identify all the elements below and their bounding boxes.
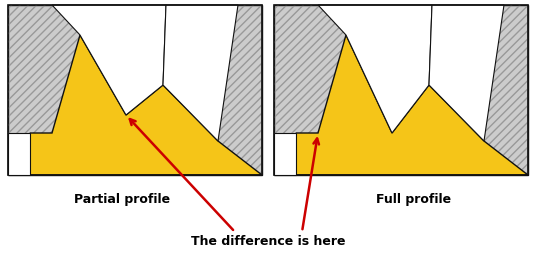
Polygon shape bbox=[296, 35, 528, 175]
Bar bbox=[8, 5, 262, 175]
Bar bbox=[274, 5, 528, 175]
Text: Full profile: Full profile bbox=[376, 193, 451, 206]
Text: The difference is here: The difference is here bbox=[191, 235, 345, 248]
Bar bbox=[274, 133, 296, 175]
Bar bbox=[8, 133, 30, 175]
Polygon shape bbox=[163, 5, 238, 141]
Bar bbox=[274, 133, 296, 175]
Bar bbox=[8, 5, 262, 175]
Text: Partial profile: Partial profile bbox=[75, 193, 170, 206]
Bar bbox=[274, 5, 528, 175]
Polygon shape bbox=[52, 5, 166, 115]
Polygon shape bbox=[318, 5, 432, 133]
Bar bbox=[8, 5, 262, 175]
Polygon shape bbox=[30, 35, 262, 175]
Bar bbox=[8, 133, 30, 175]
Polygon shape bbox=[429, 5, 504, 141]
Bar bbox=[274, 5, 528, 175]
